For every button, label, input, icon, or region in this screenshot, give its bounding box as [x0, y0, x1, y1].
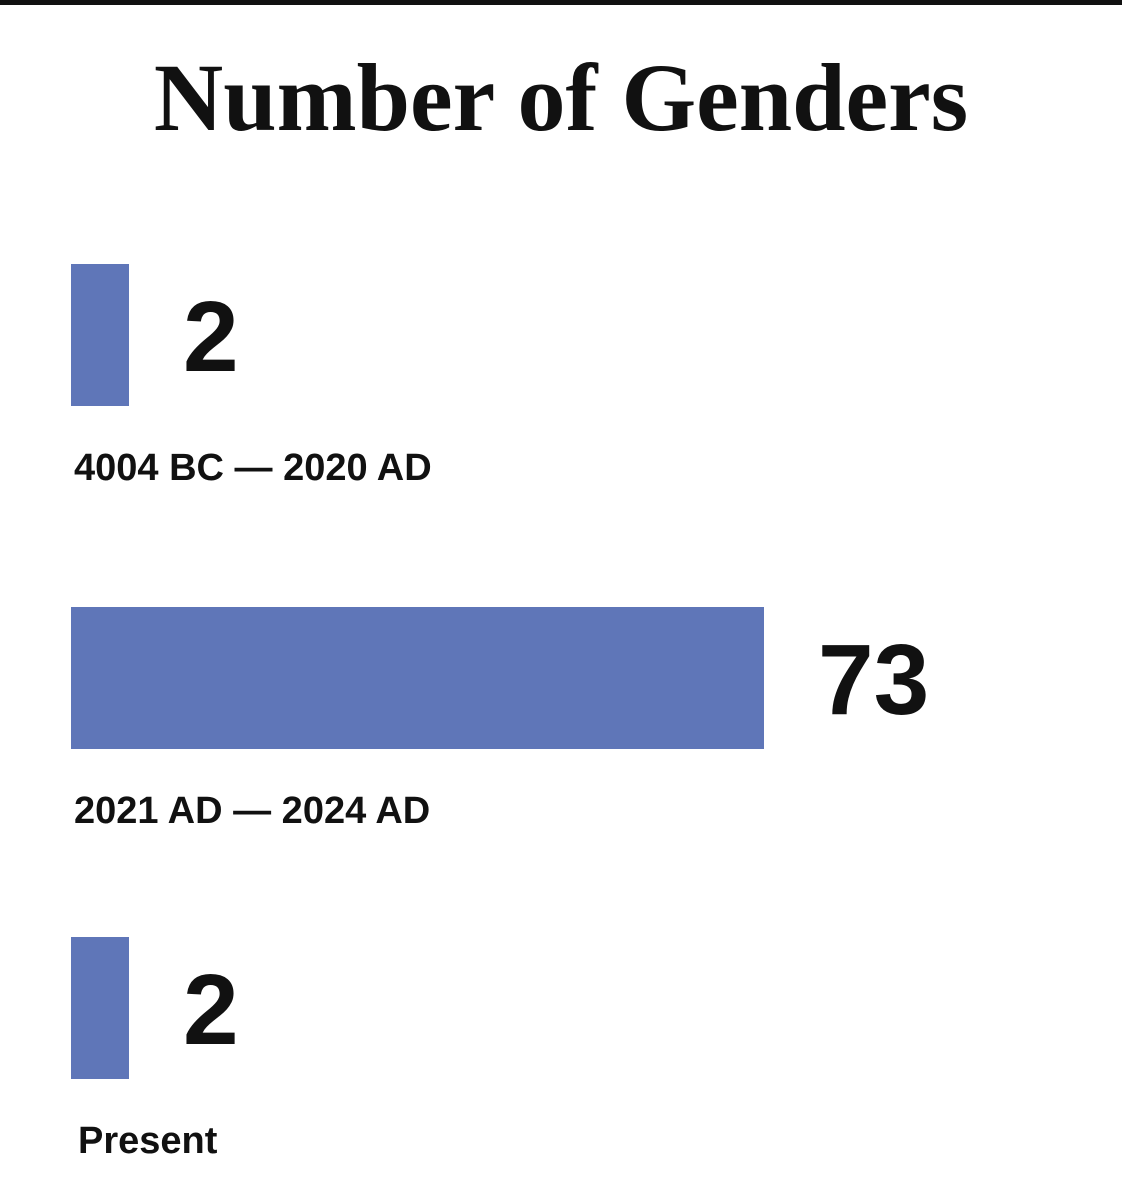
- bar-value-label-3: 2: [183, 954, 239, 1066]
- category-label-1: 4004 BC — 2020 AD: [74, 447, 432, 489]
- category-label-2: 2021 AD — 2024 AD: [74, 790, 430, 832]
- bar-value-label-1: 2: [183, 281, 239, 393]
- chart-title: Number of Genders: [153, 44, 969, 151]
- bar-value-label-2: 73: [818, 624, 929, 736]
- bar-2: [71, 607, 764, 749]
- top-border: [0, 0, 1122, 5]
- bar-1: [71, 264, 129, 406]
- bar-3: [71, 937, 129, 1079]
- category-label-3: Present: [78, 1120, 218, 1162]
